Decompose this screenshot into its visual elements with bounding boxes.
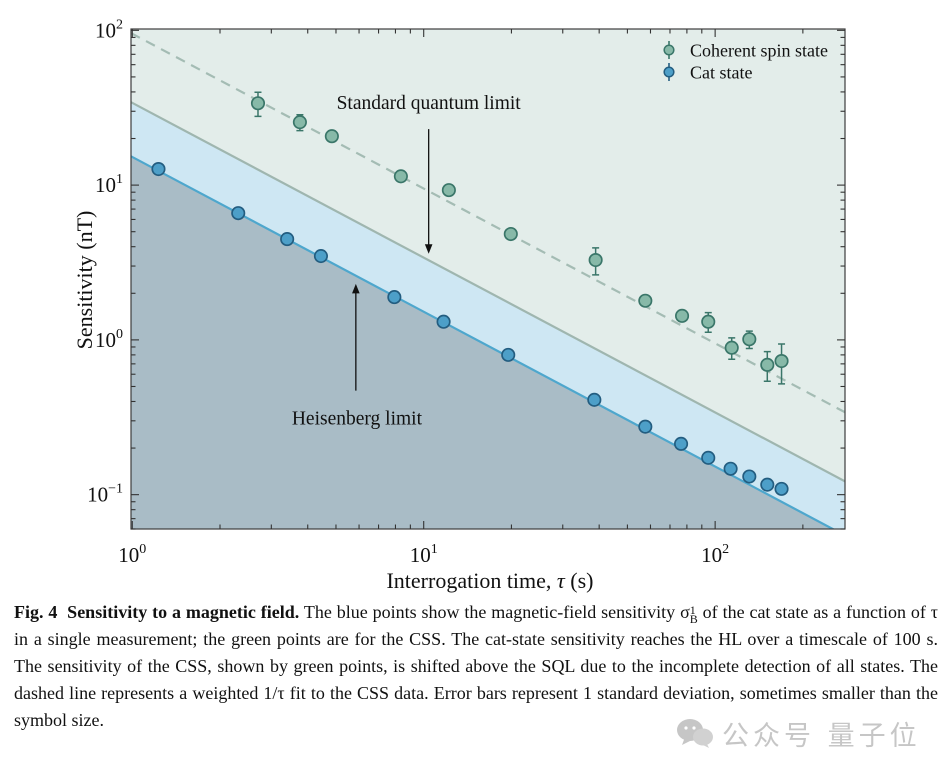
- data-point: [674, 436, 689, 451]
- data-point: [774, 481, 789, 496]
- data-point: [723, 461, 738, 476]
- data-point: [675, 308, 690, 323]
- y-tick-label: 10−1: [87, 482, 123, 507]
- legend-label: Cat state: [690, 63, 752, 83]
- data-point: [701, 450, 716, 465]
- caption-text-pre: The blue points show the magnetic-field …: [299, 602, 681, 622]
- data-point: [760, 357, 775, 372]
- data-point: [742, 332, 757, 347]
- data-point: [387, 290, 402, 305]
- x-axis-label: Interrogation time, τ (s): [386, 568, 593, 593]
- y-tick-label: 100: [95, 327, 123, 352]
- data-point: [638, 419, 653, 434]
- css-series: [250, 91, 789, 385]
- data-point: [151, 161, 166, 177]
- legend-marker: [663, 44, 675, 56]
- data-point: [280, 232, 295, 247]
- sigma-symbol: σ: [680, 602, 690, 622]
- region-between-limits: [131, 102, 845, 529]
- axes-frame: [130, 28, 846, 530]
- data-point: [441, 183, 456, 198]
- y-axis-label: Sensitivity (nT): [72, 211, 97, 350]
- x-tick-label: 101: [410, 542, 438, 567]
- y-tick-label: 101: [95, 172, 123, 197]
- caption-text-post: of the cat state as a function of τ in a…: [14, 602, 939, 730]
- data-point: [503, 226, 518, 242]
- annotation-label: Standard quantum limit: [337, 93, 522, 114]
- annotation-arrow-head: [352, 283, 360, 294]
- data-point: [760, 477, 775, 492]
- tick-marks: [131, 29, 845, 530]
- data-point: [701, 314, 716, 329]
- data-point: [231, 206, 246, 221]
- data-point: [588, 252, 603, 268]
- sigma-superscript: 1: [689, 603, 696, 617]
- data-point: [292, 115, 307, 130]
- data-point: [587, 392, 602, 407]
- figure-caption: Fig. 4 Sensitivity to a magnetic field. …: [0, 599, 952, 734]
- data-point: [501, 347, 516, 362]
- sensitivity-chart: 100 101 102 102 101 100 10−1 Interrogation time…: [72, 17, 846, 593]
- annotation-arrow-head: [424, 244, 433, 254]
- cat-series: [151, 161, 789, 496]
- legend-label: Coherent spin state: [690, 41, 828, 61]
- legend-marker: [663, 66, 675, 78]
- sigma-subscript: B: [689, 612, 698, 626]
- plot-area: [131, 29, 845, 529]
- y-tick-label: 102: [95, 17, 123, 42]
- data-point: [742, 469, 757, 484]
- data-point: [774, 353, 789, 369]
- data-point: [324, 129, 339, 144]
- data-point: [638, 293, 653, 308]
- data-point: [313, 249, 328, 264]
- sql-line: [131, 101, 845, 483]
- x-tick-label: 102: [701, 542, 729, 567]
- data-point: [436, 314, 451, 329]
- caption-figure-label: Fig. 4 Sensitivity to a magnetic field.: [14, 602, 300, 622]
- annotation-label: Heisenberg limit: [292, 408, 423, 429]
- x-tick-label: 100: [118, 542, 146, 567]
- data-point: [250, 96, 266, 111]
- data-point: [724, 340, 739, 355]
- data-point: [393, 169, 408, 184]
